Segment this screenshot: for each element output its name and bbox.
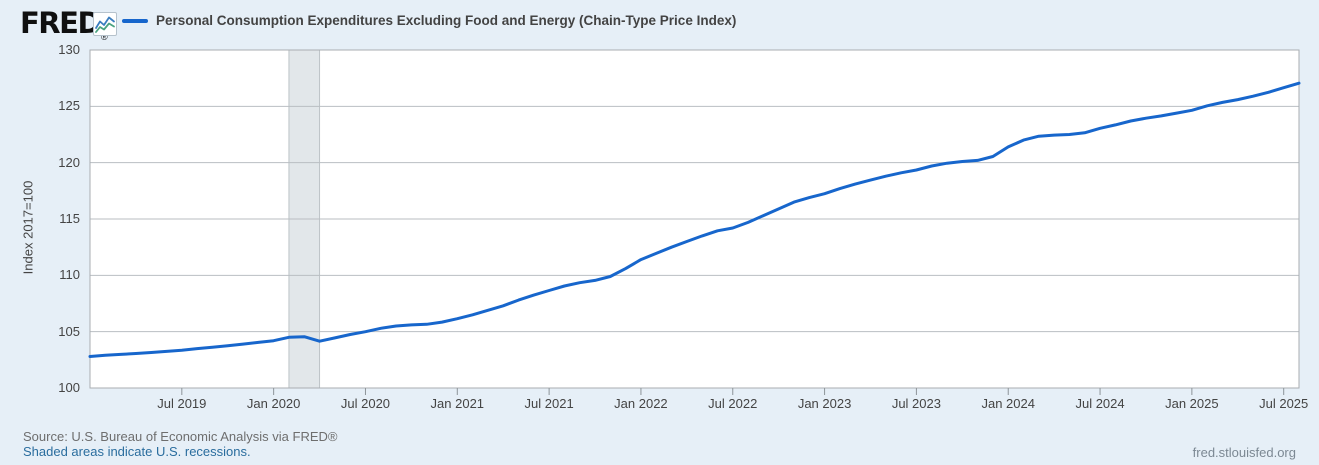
y-tick-label: 130 [58, 42, 80, 57]
plot-border [89, 49, 1300, 389]
x-tick-label: Jul 2020 [340, 396, 391, 411]
x-tick-label: Jan 2021 [430, 396, 485, 411]
y-tick-label: 115 [59, 211, 80, 226]
fred-logo-text: FRED [20, 6, 102, 40]
x-tick-label: Jul 2025 [1259, 396, 1309, 411]
y-tick-label: 125 [58, 98, 80, 114]
x-tick-label: Jul 2024 [1075, 396, 1125, 411]
y-tick-label: 100 [58, 380, 80, 395]
y-tick-label: 105 [58, 323, 80, 339]
x-tick-label: Jan 2025 [1165, 396, 1219, 411]
icon-blue-line [95, 16, 115, 29]
fred-site-domain[interactable]: fred.stlouisfed.org [1192, 445, 1296, 460]
fred-mini-chart-icon [93, 12, 117, 36]
x-tick-label: Jan 2020 [246, 396, 301, 411]
x-tick-label: Jul 2019 [157, 396, 207, 411]
y-tick-label: 110 [59, 267, 80, 283]
fred-logo-registered-mark: ® [101, 32, 108, 42]
fred-logo[interactable]: FRED® [20, 6, 108, 42]
chart-legend[interactable]: Personal Consumption Expenditures Exclud… [122, 13, 736, 28]
x-tick-label: Jul 2021 [524, 396, 574, 411]
chart-plot-area[interactable] [0, 0, 1319, 422]
x-tick-label: Jul 2022 [708, 396, 758, 411]
x-tick-label: Jul 2023 [891, 396, 941, 411]
legend-line-swatch [122, 18, 148, 23]
icon-green-line [95, 22, 115, 33]
source-text: Source: U.S. Bureau of Economic Analysis… [23, 429, 338, 444]
legend-series-title: Personal Consumption Expenditures Exclud… [156, 13, 737, 28]
x-tick-label: Jan 2022 [614, 396, 668, 411]
x-tick-label: Jan 2024 [981, 396, 1035, 411]
recession-note-link[interactable]: Shaded areas indicate U.S. recessions. [23, 444, 251, 459]
series-line[interactable] [88, 81, 1301, 358]
y-tick-label: 120 [58, 154, 80, 170]
x-tick-label: Jan 2023 [797, 396, 852, 411]
